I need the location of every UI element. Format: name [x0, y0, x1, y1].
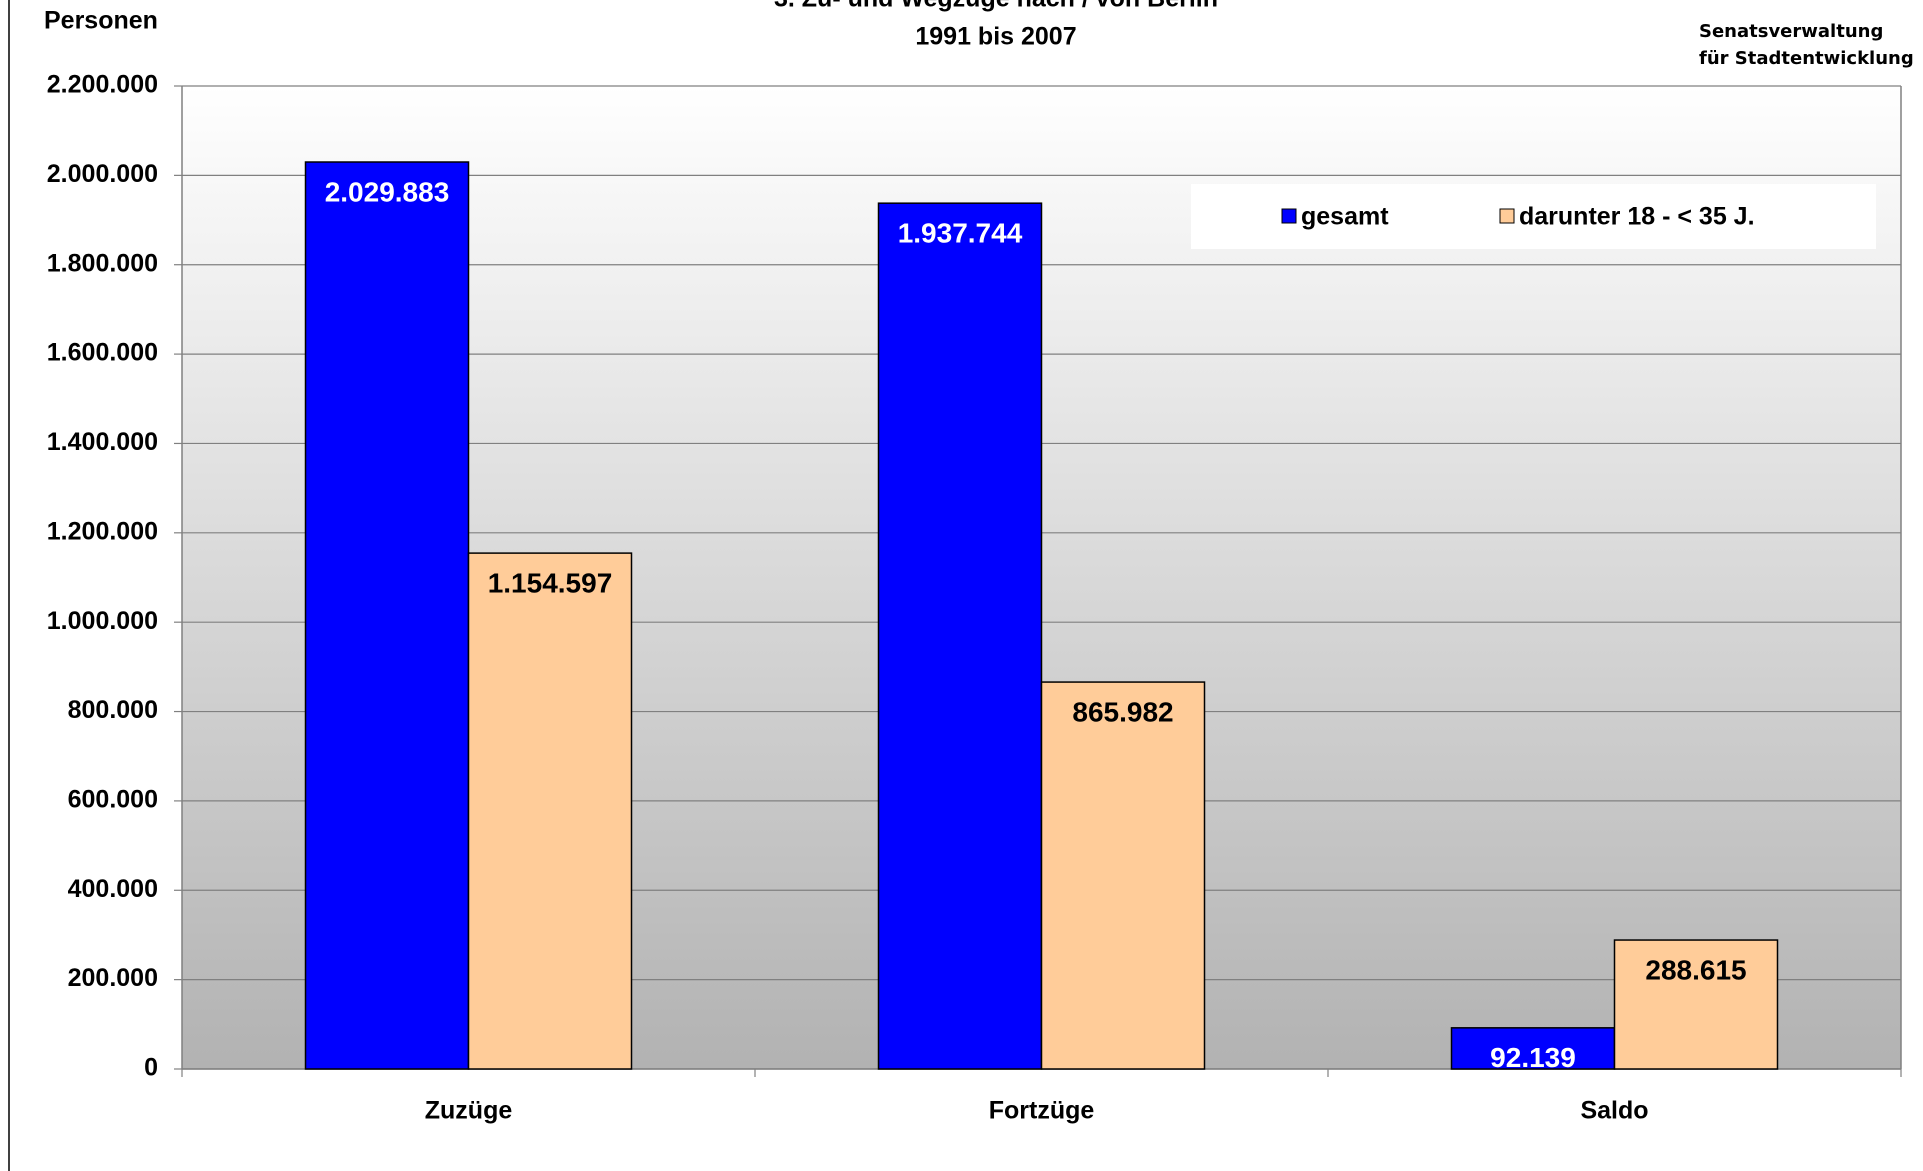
y-tick-label: 0 [144, 1054, 158, 1082]
logo-text: Senatsverwaltung [1699, 21, 1883, 42]
legend-label: gesamt [1301, 203, 1389, 231]
y-tick-label: 1.400.000 [47, 428, 158, 456]
legend-swatch [1281, 208, 1297, 224]
chart-title: 3. Zu- und Wegzüge nach / von Berlin [774, 0, 1218, 13]
y-tick-label: 2.000.000 [47, 160, 158, 188]
bar [304, 161, 470, 1070]
y-tick-label: 1.200.000 [47, 517, 158, 545]
y-axis-label: Personen [44, 7, 158, 35]
bar [1450, 1027, 1616, 1070]
data-label: 92.139 [1490, 1042, 1576, 1073]
legend-label: darunter 18 - < 35 J. [1519, 203, 1755, 231]
chart-subtitle: 1991 bis 2007 [915, 23, 1076, 51]
bar [467, 552, 633, 1070]
logo-text: für Stadtentwicklung [1699, 48, 1914, 69]
y-tick-label: 1.600.000 [47, 339, 158, 367]
data-label: 1.154.597 [488, 567, 613, 598]
x-tick-label: Saldo [1580, 1097, 1648, 1125]
y-tick-label: 2.200.000 [47, 71, 158, 99]
y-tick-label: 800.000 [68, 696, 158, 724]
legend-swatch [1499, 208, 1515, 224]
x-tick-label: Fortzüge [989, 1097, 1095, 1125]
y-tick-label: 1.800.000 [47, 249, 158, 277]
x-tick-label: Zuzüge [425, 1097, 513, 1125]
data-label: 865.982 [1072, 696, 1173, 727]
y-tick-label: 1.000.000 [47, 607, 158, 635]
bar [1040, 681, 1206, 1070]
data-label: 1.937.744 [898, 218, 1023, 249]
data-label: 2.029.883 [325, 176, 450, 207]
y-tick-label: 400.000 [68, 875, 158, 903]
bar [877, 202, 1043, 1070]
data-label: 288.615 [1645, 954, 1746, 985]
y-tick-label: 600.000 [68, 786, 158, 814]
legend [1191, 184, 1876, 249]
y-tick-label: 200.000 [68, 964, 158, 992]
bar [1613, 939, 1779, 1070]
